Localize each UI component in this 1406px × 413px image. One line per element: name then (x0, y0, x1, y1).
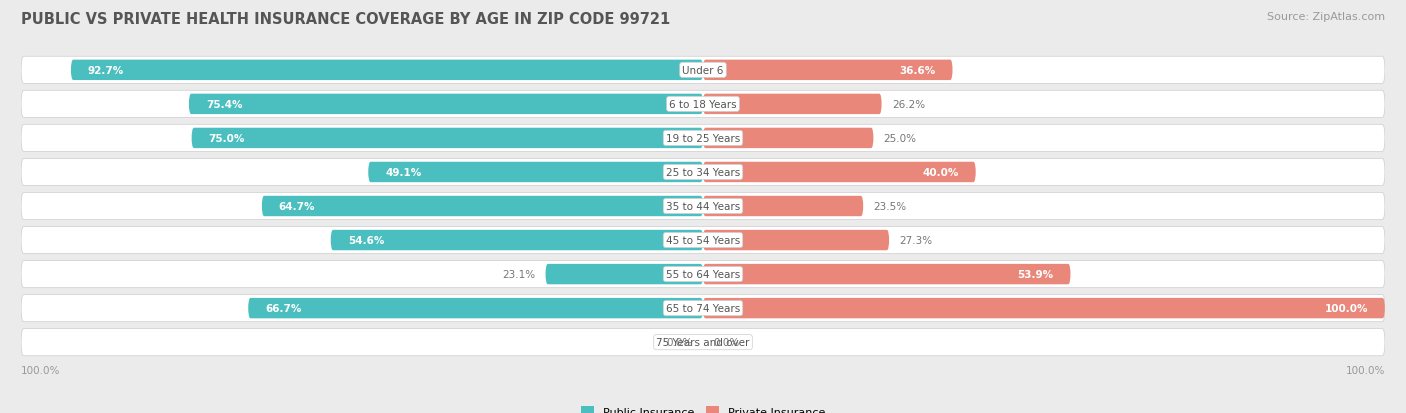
FancyBboxPatch shape (21, 159, 1385, 186)
Text: Under 6: Under 6 (682, 66, 724, 76)
Text: 23.5%: 23.5% (873, 202, 907, 211)
Text: 25 to 34 Years: 25 to 34 Years (666, 168, 740, 178)
FancyBboxPatch shape (330, 230, 703, 251)
Text: PUBLIC VS PRIVATE HEALTH INSURANCE COVERAGE BY AGE IN ZIP CODE 99721: PUBLIC VS PRIVATE HEALTH INSURANCE COVER… (21, 12, 671, 27)
Legend: Public Insurance, Private Insurance: Public Insurance, Private Insurance (576, 402, 830, 413)
Text: 100.0%: 100.0% (1346, 366, 1385, 375)
Text: 45 to 54 Years: 45 to 54 Years (666, 235, 740, 245)
Text: 6 to 18 Years: 6 to 18 Years (669, 100, 737, 109)
FancyBboxPatch shape (368, 162, 703, 183)
FancyBboxPatch shape (21, 295, 1385, 322)
Text: 49.1%: 49.1% (385, 168, 422, 178)
FancyBboxPatch shape (703, 264, 1070, 285)
FancyBboxPatch shape (21, 193, 1385, 220)
Text: 36.6%: 36.6% (900, 66, 935, 76)
Text: 65 to 74 Years: 65 to 74 Years (666, 304, 740, 313)
FancyBboxPatch shape (703, 128, 873, 149)
Text: 92.7%: 92.7% (89, 66, 124, 76)
FancyBboxPatch shape (21, 91, 1385, 118)
FancyBboxPatch shape (70, 60, 703, 81)
Text: 25.0%: 25.0% (884, 133, 917, 144)
FancyBboxPatch shape (546, 264, 703, 285)
Text: 0.0%: 0.0% (666, 337, 693, 347)
Text: 0.0%: 0.0% (713, 337, 740, 347)
Text: 64.7%: 64.7% (278, 202, 315, 211)
FancyBboxPatch shape (21, 125, 1385, 152)
FancyBboxPatch shape (703, 60, 953, 81)
FancyBboxPatch shape (188, 95, 703, 115)
FancyBboxPatch shape (703, 298, 1385, 318)
Text: 23.1%: 23.1% (502, 269, 536, 280)
Text: 27.3%: 27.3% (900, 235, 932, 245)
FancyBboxPatch shape (703, 230, 889, 251)
Text: 40.0%: 40.0% (922, 168, 959, 178)
Text: 35 to 44 Years: 35 to 44 Years (666, 202, 740, 211)
FancyBboxPatch shape (21, 261, 1385, 288)
FancyBboxPatch shape (249, 298, 703, 318)
Text: 66.7%: 66.7% (266, 304, 302, 313)
Text: 100.0%: 100.0% (1324, 304, 1368, 313)
FancyBboxPatch shape (262, 196, 703, 217)
FancyBboxPatch shape (703, 162, 976, 183)
Text: 19 to 25 Years: 19 to 25 Years (666, 133, 740, 144)
Text: 100.0%: 100.0% (21, 366, 60, 375)
FancyBboxPatch shape (703, 95, 882, 115)
Text: 53.9%: 53.9% (1018, 269, 1053, 280)
FancyBboxPatch shape (21, 57, 1385, 84)
FancyBboxPatch shape (703, 196, 863, 217)
Text: 75.4%: 75.4% (205, 100, 242, 109)
FancyBboxPatch shape (191, 128, 703, 149)
Text: 54.6%: 54.6% (347, 235, 384, 245)
Text: Source: ZipAtlas.com: Source: ZipAtlas.com (1267, 12, 1385, 22)
Text: 75 Years and over: 75 Years and over (657, 337, 749, 347)
FancyBboxPatch shape (21, 227, 1385, 254)
Text: 75.0%: 75.0% (208, 133, 245, 144)
Text: 26.2%: 26.2% (891, 100, 925, 109)
FancyBboxPatch shape (21, 329, 1385, 356)
Text: 55 to 64 Years: 55 to 64 Years (666, 269, 740, 280)
